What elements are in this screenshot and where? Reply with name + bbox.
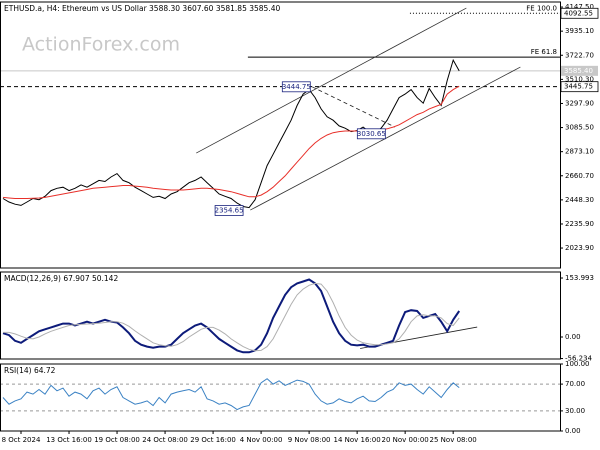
- price-tag: [560, 7, 599, 19]
- x-tick-label: 29 Oct 16:00: [190, 436, 236, 444]
- x-tick-label: 25 Nov 08:00: [430, 436, 477, 444]
- y-tick-label: 0.00: [565, 333, 581, 341]
- x-tick-label: 9 Nov 08:00: [288, 436, 331, 444]
- series-line: [2, 58, 460, 209]
- series-line: [2, 85, 460, 199]
- price-tag: [560, 81, 599, 93]
- y-tick-label: 2448.30: [565, 196, 594, 204]
- pivot-label: 2354.65: [215, 207, 244, 215]
- x-tick-label: 20 Nov 00:00: [382, 436, 429, 444]
- panel-frame: [0, 1, 561, 269]
- y-tick-label: 153.993: [565, 274, 594, 282]
- series-line: [2, 378, 460, 411]
- panel-title: RSI(14) 64.72: [4, 366, 56, 375]
- y-tick-label: 70.00: [565, 380, 585, 388]
- fib-label: FE 61.8: [531, 48, 557, 56]
- y-tick-label: 3297.90: [565, 99, 594, 107]
- panel: [0, 378, 560, 412]
- pivot-box: [356, 128, 386, 140]
- panel: [2, 278, 478, 354]
- panel-frame: [0, 271, 561, 360]
- x-tick-label: 14 Nov 16:00: [334, 436, 381, 444]
- panel-frame: [0, 363, 561, 432]
- price-tag-label: 4092.55: [564, 9, 593, 17]
- series-line: [3, 282, 460, 352]
- price-tag-label: 3445.75: [564, 83, 593, 91]
- fib-label: FE 100.0: [526, 4, 557, 12]
- y-tick-label: 4147.50: [565, 3, 594, 11]
- y-tick-label: 30.00: [565, 407, 585, 415]
- watermark: ActionForex.com: [22, 34, 180, 56]
- pivot-box: [281, 81, 311, 93]
- pivot-label: 3444.75: [282, 83, 311, 91]
- trend-line: [311, 86, 396, 128]
- price-tag: [561, 65, 598, 76]
- y-tick-label: 3722.70: [565, 51, 594, 59]
- y-tick-label: 2023.90: [565, 244, 594, 252]
- trend-line: [196, 7, 467, 154]
- y-tick-label: 3085.50: [565, 124, 594, 132]
- x-tick-label: 19 Oct 08:00: [94, 436, 140, 444]
- x-tick-label: 4 Nov 00:00: [240, 436, 283, 444]
- price-tag-label: 3585.40: [564, 67, 593, 75]
- y-tick-label: 2873.10: [565, 148, 594, 156]
- series-line: [2, 278, 461, 354]
- x-tick-label: 24 Oct 08:00: [142, 436, 188, 444]
- panel-title: MACD(12,26,9) 67.907 50.142: [4, 274, 118, 283]
- x-tick-label: 13 Oct 16:00: [46, 436, 92, 444]
- panel: ActionForex.com FE 100.0 FE 61.8 3444.75 303…: [0, 4, 560, 216]
- pivot-label: 3030.65: [357, 130, 386, 138]
- y-tick-label: 0.00: [565, 427, 581, 435]
- y-tick-label: 2660.70: [565, 172, 594, 180]
- y-tick-label: 2235.90: [565, 220, 594, 228]
- y-tick-label: 100.00: [565, 360, 590, 368]
- y-tick-label: -56.234: [565, 355, 593, 363]
- y-tick-label: 3935.10: [565, 27, 594, 35]
- y-tick-label: 3510.30: [565, 75, 594, 83]
- panel-title: ETHUSD.a, H4: Ethereum vs US Dollar 3588…: [4, 4, 280, 13]
- x-tick-label: 8 Oct 2024: [2, 436, 41, 444]
- pivot-box: [214, 205, 244, 216]
